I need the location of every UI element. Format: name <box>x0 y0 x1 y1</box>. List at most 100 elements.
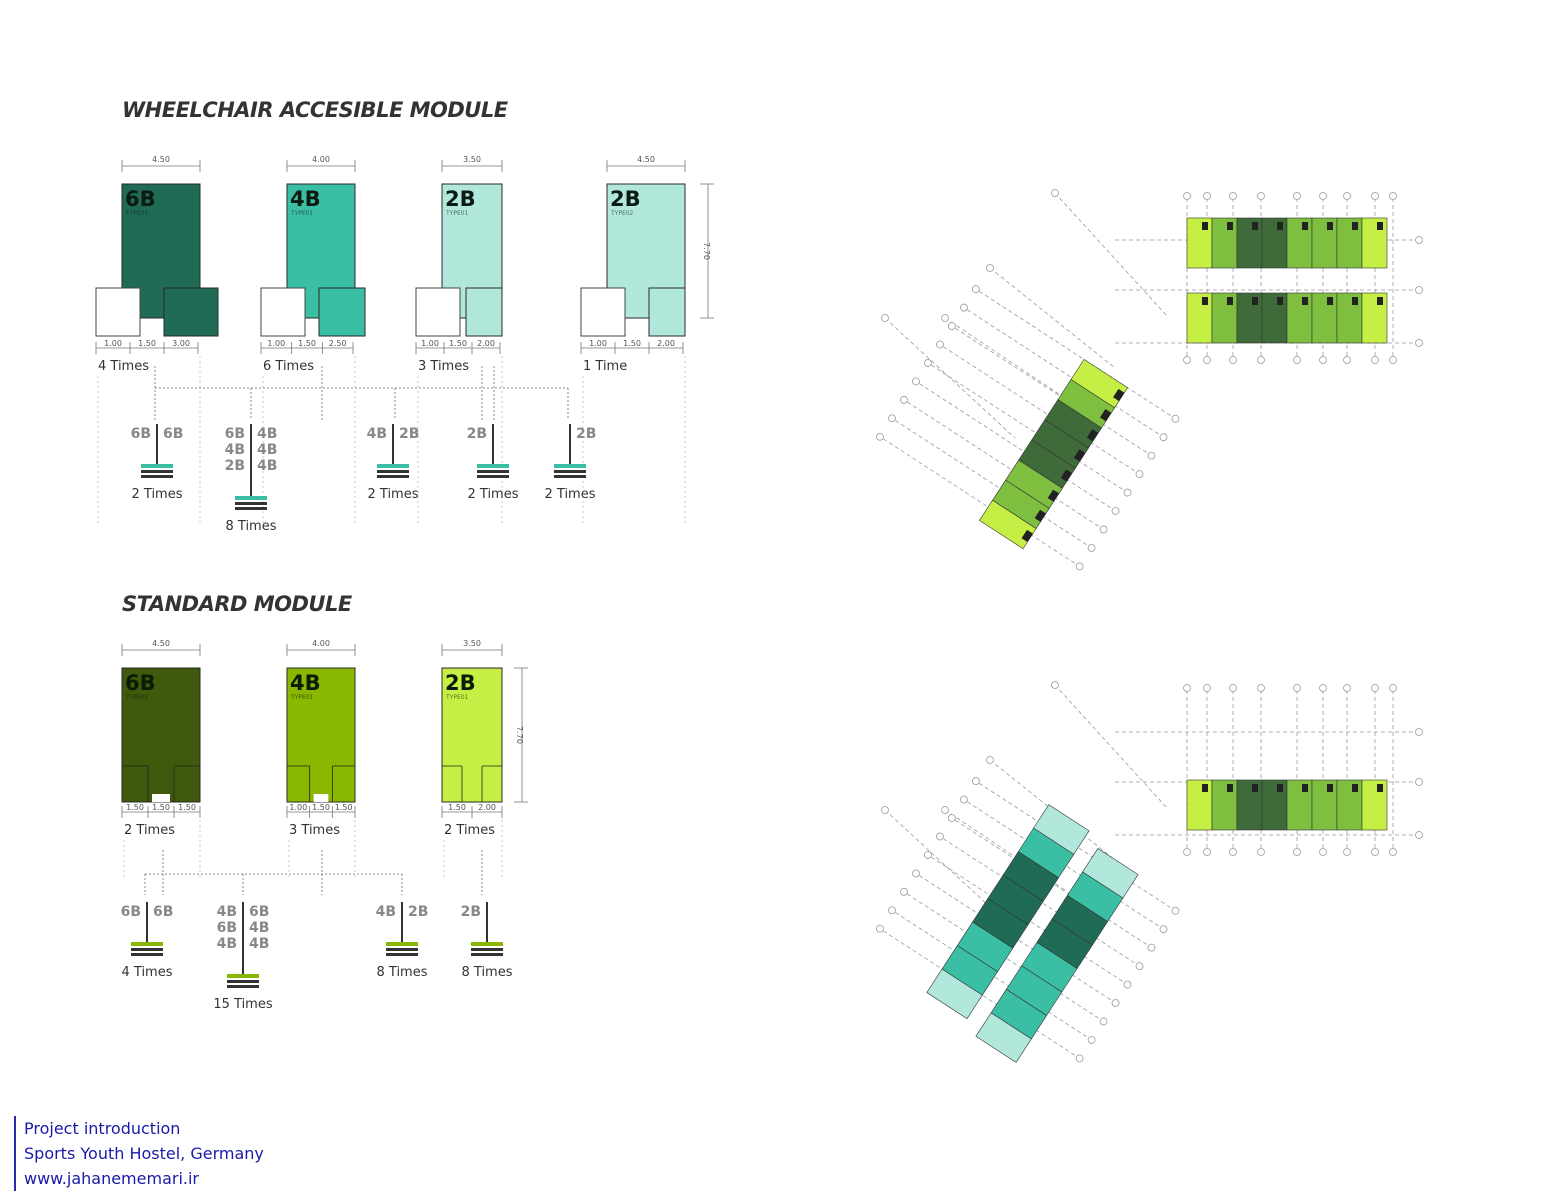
module-dim-label: 1.50 <box>448 803 466 812</box>
combo-right-label: 2B <box>408 904 428 920</box>
bath-unit-white <box>95 287 141 337</box>
grid-line <box>944 317 1066 399</box>
module-name: 4B <box>290 187 321 211</box>
module-width-label: 4.50 <box>152 639 170 648</box>
combo-accent-bar <box>477 464 509 468</box>
combo-group: 2B 2 Times <box>467 424 519 502</box>
module-type: TYPE01 <box>445 694 469 701</box>
module-dim-label: 1.50 <box>138 339 156 348</box>
combo-left-label: 4B <box>225 442 245 458</box>
grid-bubble <box>1371 192 1379 200</box>
module-width-label: 3.50 <box>463 639 481 648</box>
grid-bubble <box>1183 684 1191 692</box>
module-dim-label: 1.50 <box>298 339 316 348</box>
plan-unit-bath <box>1227 297 1233 305</box>
grid-bubble <box>900 887 908 896</box>
grid-bubble <box>900 395 908 404</box>
footer-website-link[interactable]: www.jahanememari.ir <box>24 1169 200 1188</box>
plan-unit <box>1211 779 1238 831</box>
module-count: 6 Times <box>263 359 314 374</box>
module-dim-label: 1.50 <box>312 803 330 812</box>
plan-unit <box>1286 292 1313 344</box>
grid-bubble <box>1389 192 1397 200</box>
combo-base-bar <box>377 470 409 473</box>
depth-label: 7.70 <box>702 242 711 260</box>
grid-bubble <box>1183 848 1191 856</box>
plan-unit <box>926 968 983 1020</box>
grid-bubble <box>941 806 949 814</box>
plan-unit <box>1361 217 1388 269</box>
grid-bubble <box>986 264 994 272</box>
combo-left-label: 2B <box>467 426 487 442</box>
bath-unit-white <box>260 287 306 337</box>
angled-block <box>876 777 1180 1063</box>
plan-unit-bath <box>1047 489 1060 502</box>
grid-bubble <box>1371 684 1379 692</box>
combo-right-label: 4B <box>249 936 269 952</box>
grid-line <box>895 420 1089 547</box>
module-dim-label: 2.00 <box>478 803 496 812</box>
grid-bubble <box>1111 999 1120 1007</box>
standard-module-title: STANDARD MODULE <box>122 592 352 616</box>
plan-unit <box>1186 292 1213 344</box>
module-name: 6B <box>125 187 156 211</box>
module-width-label: 4.00 <box>312 639 330 648</box>
grid-bubble <box>1389 356 1397 364</box>
grid-line <box>883 438 1077 565</box>
grid-bubble <box>1171 906 1180 915</box>
combo-count: 2 Times <box>368 487 419 502</box>
module-count: 4 Times <box>98 359 149 374</box>
combo-base-bar <box>471 953 503 956</box>
module-dim-label: 1.00 <box>104 339 122 348</box>
combo-group: 2B 2 Times <box>545 424 596 502</box>
grid-bubble <box>912 377 920 386</box>
module-count: 2 Times <box>444 823 495 838</box>
grid-bubble <box>941 314 949 322</box>
grid-line <box>966 309 1161 436</box>
module-dim-label: 1.50 <box>178 803 196 812</box>
combo-left-label: 6B <box>217 920 237 936</box>
module-name: 4B <box>290 671 321 695</box>
module-name: 6B <box>125 671 156 695</box>
plan-unit-bath <box>1227 784 1233 792</box>
combo-base-bar <box>477 475 509 478</box>
module-dim-label: 1.00 <box>289 803 307 812</box>
plan-unit <box>1211 217 1238 269</box>
combo-base-bar <box>141 470 173 473</box>
plan-unit <box>1186 217 1213 269</box>
grid-bubble <box>1099 525 1108 534</box>
combo-accent-bar <box>377 464 409 468</box>
door-notch <box>313 794 329 802</box>
combo-left-label: 4B <box>376 904 396 920</box>
grid-bubble <box>1415 778 1423 786</box>
grid-bubble <box>1087 1036 1096 1044</box>
grid-bubble <box>1343 684 1351 692</box>
footer-caption: Project introduction Sports Youth Hostel… <box>14 1116 264 1191</box>
grid-bubble <box>1257 684 1265 692</box>
plan-unit-bath <box>1202 784 1208 792</box>
grid-bubble <box>1371 848 1379 856</box>
combo-count: 8 Times <box>226 519 277 534</box>
bath-unit <box>648 287 686 337</box>
module-count: 3 Times <box>418 359 469 374</box>
grid-bubble <box>1371 356 1379 364</box>
plan-unit <box>1336 217 1363 269</box>
grid-bubble <box>1293 684 1301 692</box>
combo-group: 4B 2B 2 Times <box>367 424 419 502</box>
grid-bubble <box>1257 192 1265 200</box>
combo-accent-bar <box>141 464 173 468</box>
combo-right-label: 6B <box>249 904 269 920</box>
grid-bubble <box>1415 339 1423 347</box>
module-count: 2 Times <box>124 823 175 838</box>
grid-line <box>978 290 1173 417</box>
combo-group: 4B 2B 8 Times <box>376 902 428 980</box>
plan-unit-bath <box>1113 388 1125 402</box>
grid-line <box>1054 192 1168 317</box>
plan-unit-bath <box>1227 222 1233 230</box>
grid-bubble <box>1293 192 1301 200</box>
combo-right-label: 6B <box>163 426 183 442</box>
combo-right-label: 4B <box>257 442 277 458</box>
